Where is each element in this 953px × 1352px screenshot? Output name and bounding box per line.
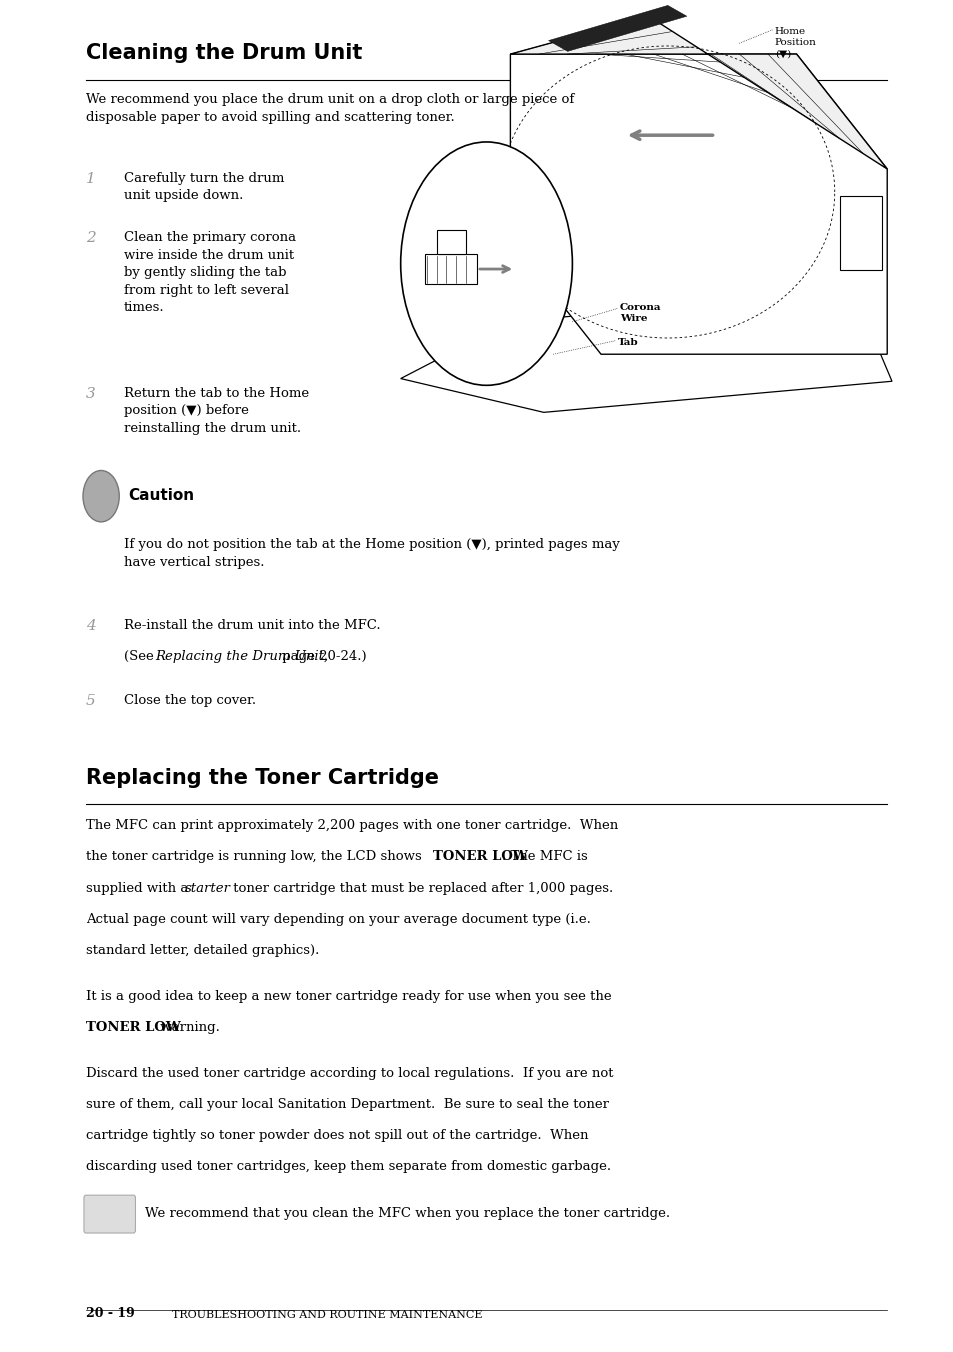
Text: discarding used toner cartridges, keep them separate from domestic garbage.: discarding used toner cartridges, keep t… [86, 1160, 610, 1174]
Text: standard letter, detailed graphics).: standard letter, detailed graphics). [86, 944, 319, 957]
Polygon shape [400, 291, 891, 412]
Text: Carefully turn the drum
unit upside down.: Carefully turn the drum unit upside down… [124, 172, 284, 203]
Text: toner cartridge that must be replaced after 1,000 pages.: toner cartridge that must be replaced af… [229, 882, 613, 895]
Text: We recommend that you clean the MFC when you replace the toner cartridge.: We recommend that you clean the MFC when… [145, 1207, 669, 1221]
Text: Home
Position
(▼): Home Position (▼) [774, 27, 816, 58]
Polygon shape [510, 16, 886, 169]
FancyBboxPatch shape [84, 1195, 135, 1233]
Text: 20 - 19: 20 - 19 [86, 1306, 134, 1320]
Polygon shape [548, 5, 686, 51]
Text: TONER LOW: TONER LOW [433, 850, 527, 864]
Text: Return the tab to the Home
position (▼) before
reinstalling the drum unit.: Return the tab to the Home position (▼) … [124, 387, 309, 435]
Text: Replacing the Drum Unit,: Replacing the Drum Unit, [155, 650, 329, 664]
Bar [436, 230, 465, 254]
Text: Tab: Tab [618, 338, 639, 347]
Text: cartridge tightly so toner powder does not spill out of the cartridge.  When: cartridge tightly so toner powder does n… [86, 1129, 588, 1142]
Text: Re-install the drum unit into the MFC.: Re-install the drum unit into the MFC. [124, 619, 380, 633]
Text: Clean the primary corona
wire inside the drum unit
by gently sliding the tab
fro: Clean the primary corona wire inside the… [124, 231, 295, 314]
Text: warning.: warning. [155, 1021, 219, 1034]
Text: Corona
Wire: Corona Wire [619, 303, 661, 323]
Text: starter: starter [185, 882, 231, 895]
Text: 5: 5 [86, 694, 95, 707]
Text: Close the top cover.: Close the top cover. [124, 694, 255, 707]
Text: Caution: Caution [128, 488, 193, 503]
Text: Replacing the Toner Cartridge: Replacing the Toner Cartridge [86, 768, 438, 788]
Text: 3: 3 [86, 387, 95, 400]
Bar [424, 254, 476, 284]
Text: the toner cartridge is running low, the LCD shows: the toner cartridge is running low, the … [86, 850, 425, 864]
Text: 2: 2 [86, 231, 95, 245]
Polygon shape [510, 54, 886, 354]
Text: 1: 1 [86, 172, 95, 185]
Circle shape [400, 142, 572, 385]
Text: Note: Note [99, 1214, 120, 1224]
Circle shape [83, 470, 119, 522]
Text: supplied with a: supplied with a [86, 882, 193, 895]
FancyBboxPatch shape [839, 196, 882, 270]
Text: TONER LOW: TONER LOW [86, 1021, 180, 1034]
Text: page 20-24.): page 20-24.) [277, 650, 366, 664]
Text: The MFC can print approximately 2,200 pages with one toner cartridge.  When: The MFC can print approximately 2,200 pa… [86, 819, 618, 833]
Text: TROUBLESHOOTING AND ROUTINE MAINTENANCE: TROUBLESHOOTING AND ROUTINE MAINTENANCE [172, 1310, 481, 1320]
Text: sure of them, call your local Sanitation Department.  Be sure to seal the toner: sure of them, call your local Sanitation… [86, 1098, 608, 1111]
Text: Cleaning the Drum Unit: Cleaning the Drum Unit [86, 43, 362, 64]
Text: . The MFC is: . The MFC is [501, 850, 587, 864]
Text: !: ! [98, 481, 104, 495]
Text: 4: 4 [86, 619, 95, 633]
Text: Actual page count will vary depending on your average document type (i.e.: Actual page count will vary depending on… [86, 913, 590, 926]
Text: Discard the used toner cartridge according to local regulations.  If you are not: Discard the used toner cartridge accordi… [86, 1067, 613, 1080]
Text: It is a good idea to keep a new toner cartridge ready for use when you see the: It is a good idea to keep a new toner ca… [86, 990, 611, 1003]
Text: If you do not position the tab at the Home position (▼), printed pages may
have : If you do not position the tab at the Ho… [124, 538, 619, 569]
Text: We recommend you place the drum unit on a drop cloth or large piece of
disposabl: We recommend you place the drum unit on … [86, 93, 574, 124]
Text: (See: (See [124, 650, 158, 664]
